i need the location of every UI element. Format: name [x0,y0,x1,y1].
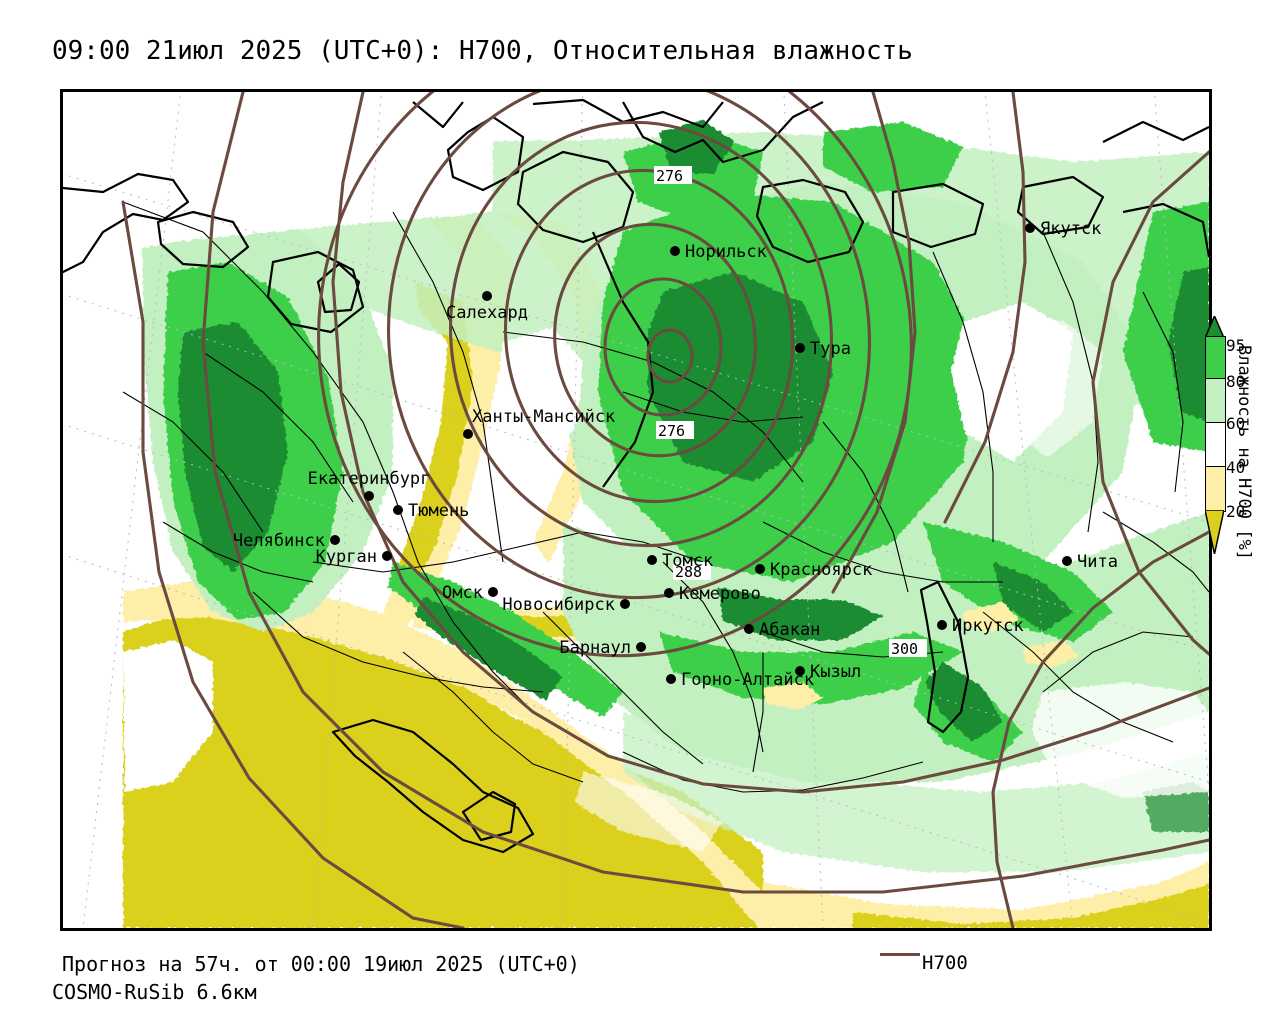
contour-label: 276 [654,166,692,185]
model-info: COSMO-RuSib 6.6км [52,980,257,1004]
city-marker[interactable]: Тюмень [393,501,469,521]
city-dot [795,343,805,353]
city-marker[interactable]: Горно-Алтайск [666,670,814,690]
city-label: Якутск [1040,219,1101,239]
colorbar-band-80-95 [1205,336,1226,379]
city-label: Тура [810,339,851,359]
colorbar-band-60-80 [1205,378,1226,423]
city-label: Новосибирск [502,595,615,615]
city-marker[interactable]: Иркутск [937,616,1024,636]
city-marker[interactable]: Омск [442,583,498,603]
coastlines [63,98,1209,854]
page-title: 09:00 21июл 2025 (UTC+0): H700, Относите… [52,36,913,66]
city-label: Салехард [446,303,528,323]
city-marker[interactable]: Норильск [670,242,767,262]
city-marker[interactable]: Томск [647,551,713,571]
colorbar-ticks: 95 80 60 40 20 [1226,330,1266,540]
city-marker[interactable]: Кызыл [795,662,861,682]
city-dot [937,620,947,630]
city-marker[interactable]: Новосибирск [502,595,630,615]
city-dot [364,491,374,501]
colorbar-tick-80: 80 [1226,372,1246,391]
city-label: Горно-Алтайск [681,670,814,690]
city-marker[interactable]: Барнаул [559,638,646,658]
city-marker[interactable]: Чита [1062,552,1118,572]
colorbar-tick-95: 95 [1226,336,1246,355]
city-dot [1062,556,1072,566]
contour-label: 276 [656,421,694,440]
city-marker[interactable]: Курган [316,547,392,567]
city-dot [393,505,403,515]
svg-text:276: 276 [658,422,685,440]
city-marker[interactable]: Тура [795,339,851,359]
city-dot [482,291,492,301]
forecast-info: Прогноз на 57ч. от 00:00 19июл 2025 (UTC… [62,952,580,976]
city-dot [488,587,498,597]
city-label: Омск [442,583,483,603]
city-dot [755,564,765,574]
humidity-field [123,120,1209,928]
city-label: Курган [316,547,377,567]
city-marker[interactable]: Екатеринбург [308,469,431,501]
city-label: Абакан [759,620,820,640]
svg-text:300: 300 [891,640,918,658]
city-label: Красноярск [770,560,872,580]
svg-text:288: 288 [675,563,702,581]
city-label: Норильск [685,242,767,262]
h700-contours [121,92,1209,928]
h700-legend-label: H700 [922,952,968,974]
city-dot [330,535,340,545]
svg-text:276: 276 [656,167,683,185]
colorbar-band-20-40 [1205,466,1226,512]
city-dot [666,674,676,684]
colorbar [1203,314,1226,555]
colorbar-band-40-60 [1205,422,1226,467]
city-label: Тюмень [408,501,469,521]
city-dot [636,642,646,652]
city-dot [463,429,473,439]
colorbar-tick-20: 20 [1226,502,1246,521]
city-marker[interactable]: Кемерово [664,584,761,604]
contour-label: 300 [889,639,927,658]
city-marker[interactable]: Салехард [446,291,528,323]
colorbar-tick-40: 40 [1226,458,1246,477]
city-label: Томск [662,551,713,571]
city-marker[interactable]: Ханты-Мансийск [463,407,615,439]
colorbar-axis-label: Влажность на H700 [%] [1234,345,1254,560]
colorbar-arrow-top [1203,314,1226,339]
contour-labels: 276 276 288 300 [654,166,927,658]
city-marker[interactable]: Якутск [1025,219,1101,239]
city-marker[interactable]: Челябинск [233,531,340,551]
city-label: Иркутск [952,616,1024,636]
colorbar-arrow-bottom [1204,509,1225,555]
city-dot [647,555,657,565]
city-dot [744,624,754,634]
city-dot [620,599,630,609]
contour-label: 288 [673,562,711,581]
city-marker[interactable]: Красноярск [755,560,872,580]
h700-legend-line [880,953,920,956]
city-label: Челябинск [233,531,325,551]
colorbar-tick-60: 60 [1226,414,1246,433]
city-dot [1025,223,1035,233]
city-label: Кемерово [679,584,761,604]
map-frame[interactable]: 276 276 288 300 Якутск Норильск Тура Салеха… [60,89,1212,931]
city-label: Барнаул [559,638,631,658]
city-marker[interactable]: Абакан [744,620,820,640]
city-dot [382,551,392,561]
map-canvas[interactable]: 276 276 288 300 Якутск Норильск Тура Салеха… [63,92,1209,928]
city-dot [795,666,805,676]
city-label: Чита [1077,552,1118,572]
city-markers[interactable]: Якутск Норильск Тура Салехард Ханты-Мансийск… [233,219,1118,690]
city-dot [670,246,680,256]
city-label: Екатеринбург [308,469,431,489]
city-dot [664,588,674,598]
city-label: Кызыл [810,662,861,682]
city-label: Ханты-Мансийск [472,407,615,427]
